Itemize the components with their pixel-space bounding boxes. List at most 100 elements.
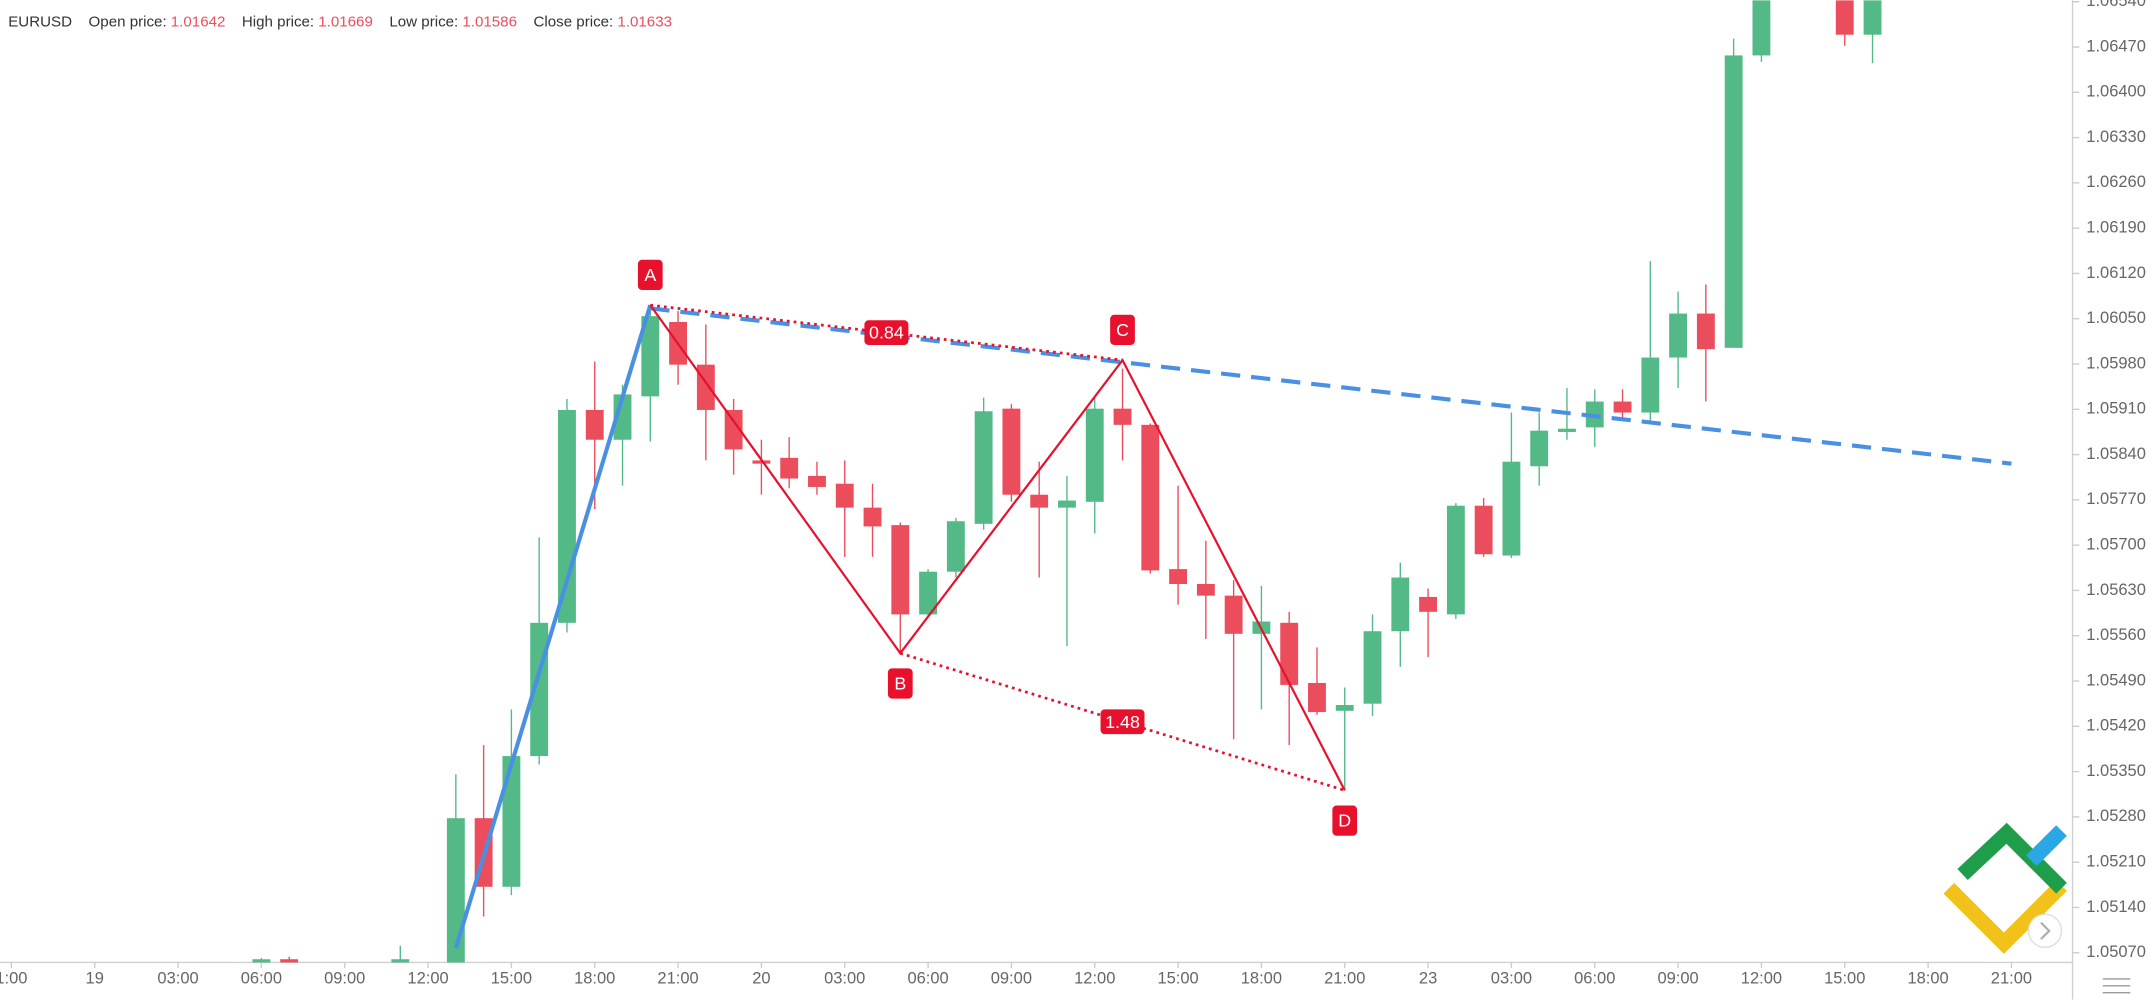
x-tick-label: 1:00 [0, 969, 27, 987]
y-tick-label: 1.05700 [2086, 536, 2146, 554]
x-tick-label: 03:00 [824, 969, 865, 987]
x-tick-label: 06:00 [241, 969, 282, 987]
candle-body [1641, 357, 1660, 413]
y-tick-label: 1.05420 [2086, 717, 2146, 735]
x-tick-label: 15:00 [491, 969, 532, 987]
candle-body [946, 521, 965, 572]
candle-body [780, 457, 799, 479]
candle-body [1113, 408, 1132, 425]
y-tick-label: 1.05980 [2086, 354, 2146, 372]
candle-body [1169, 569, 1188, 584]
point-label: B [894, 674, 906, 694]
field-label: Open price: [89, 13, 167, 30]
ratio-badge [1100, 709, 1145, 735]
x-tick-label: 21:00 [1991, 969, 2032, 987]
candle-body [1502, 461, 1521, 556]
candle-body [252, 959, 271, 963]
point-label: C [1116, 320, 1129, 340]
candle-body [1530, 430, 1549, 467]
point-badge [1110, 314, 1135, 346]
symbol: EURUSD [8, 13, 72, 30]
point-badge [637, 259, 663, 291]
point-label: A [644, 265, 656, 285]
y-tick-label: 1.05840 [2086, 445, 2146, 463]
trendline [650, 306, 2012, 466]
candle-body [1446, 505, 1465, 615]
settings-icon[interactable] [2102, 978, 2131, 994]
candle-body [863, 507, 882, 527]
candle-body [1002, 408, 1021, 495]
x-tick-label: 03:00 [1491, 969, 1532, 987]
candle-body [974, 411, 993, 524]
x-tick-label: 21:00 [1324, 969, 1365, 987]
y-tick-label: 1.05490 [2086, 671, 2146, 689]
y-tick-label: 1.06470 [2086, 37, 2146, 55]
candle-body [1085, 408, 1104, 502]
y-tick-label: 1.05910 [2086, 400, 2146, 418]
logo [1943, 822, 2067, 954]
candle-body [1308, 682, 1326, 713]
candle-body [502, 756, 521, 887]
x-tick-label: 18:00 [574, 969, 615, 987]
candle-body [641, 316, 660, 397]
y-tick-label: 1.05070 [2086, 943, 2146, 961]
candle-body [1863, 0, 1882, 35]
candle-body [1669, 313, 1688, 358]
field-value: 1.01633 [617, 13, 672, 30]
y-tick-label: 1.06540 [2086, 0, 2146, 10]
candle-body [1419, 596, 1438, 612]
candle-body [1280, 622, 1299, 685]
x-tick-label: 09:00 [991, 969, 1032, 987]
candle-body [808, 475, 826, 487]
x-tick-label: 19 [86, 969, 104, 987]
candle-body [752, 460, 771, 464]
field-value: 1.01642 [171, 13, 226, 30]
candle-body [1363, 631, 1382, 704]
y-tick-label: 1.05560 [2086, 626, 2146, 644]
overlay: 0.84 1.48 A B C D [637, 259, 1358, 836]
candle-body [1613, 401, 1632, 413]
y-tick-label: 1.06050 [2086, 309, 2146, 327]
x-tick-label: 09:00 [1657, 969, 1698, 987]
candle-body [1224, 595, 1243, 634]
candle-body [835, 483, 854, 508]
candle-body [1391, 577, 1410, 632]
candle-body [696, 364, 715, 410]
trendline [453, 304, 653, 949]
field-label: Low price: [389, 13, 458, 30]
y-tick-label: 1.06120 [2086, 264, 2146, 282]
point-badge [1332, 805, 1358, 836]
candle-body [1030, 494, 1049, 508]
candle-body [558, 409, 576, 623]
y-tick-label: 1.06260 [2086, 173, 2146, 191]
y-tick-label: 1.05140 [2086, 898, 2146, 916]
x-tick-label: 12:00 [1741, 969, 1782, 987]
x-tick-label: 21:00 [657, 969, 698, 987]
ratio-label: 0.84 [869, 323, 904, 343]
candle-body [1558, 428, 1576, 432]
candle-body [1141, 424, 1160, 571]
candle-body [891, 525, 910, 615]
x-tick-label: 18:00 [1241, 969, 1282, 987]
x-tick-label: 03:00 [157, 969, 198, 987]
field-value: 1.01669 [318, 13, 373, 30]
field-label: High price: [242, 13, 314, 30]
x-tick-label: 15:00 [1157, 969, 1198, 987]
x-tick-label: 15:00 [1824, 969, 1865, 987]
x-tick-label: 06:00 [907, 969, 948, 987]
y-tick-label: 1.06190 [2086, 219, 2146, 237]
field-value: 1.01586 [462, 13, 517, 30]
point-label: D [1338, 811, 1351, 831]
candle-body [1696, 313, 1715, 350]
candle-body [1474, 505, 1493, 555]
x-tick-label: 12:00 [407, 969, 448, 987]
ratio-line [899, 651, 1346, 792]
field-label: Close price: [533, 13, 613, 30]
candle-body [446, 818, 465, 963]
candle-body [1058, 500, 1076, 508]
candle-body [1335, 704, 1354, 711]
y-tick-label: 1.05630 [2086, 581, 2146, 599]
ratio-label: 1.48 [1105, 712, 1140, 732]
candle-body [1196, 583, 1215, 596]
